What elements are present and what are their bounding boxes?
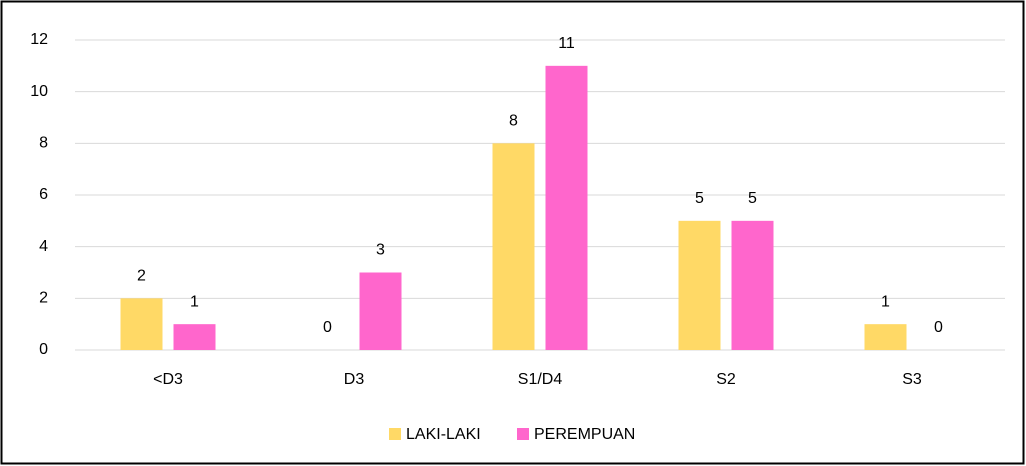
data-label: 5 [695, 190, 704, 207]
legend-label: LAKI-LAKI [406, 426, 481, 443]
x-tick-label: S2 [716, 371, 736, 388]
data-label: 8 [509, 113, 518, 130]
y-tick-label: 10 [30, 83, 48, 100]
y-tick-label: 6 [39, 186, 48, 203]
legend-swatch [517, 428, 529, 440]
bar [678, 220, 721, 350]
data-label: 0 [323, 319, 332, 336]
y-tick-label: 8 [39, 135, 48, 152]
data-label: 5 [748, 190, 757, 207]
x-tick-label: D3 [344, 371, 365, 388]
data-label: 2 [137, 268, 146, 285]
y-tick-label: 0 [39, 341, 48, 358]
data-label: 1 [881, 293, 890, 310]
bar [173, 324, 216, 350]
legend-swatch [389, 428, 401, 440]
data-label: 3 [376, 242, 385, 259]
y-tick-label: 4 [39, 238, 48, 255]
bar [545, 65, 588, 350]
bar [864, 324, 907, 350]
legend-label: PEREMPUAN [534, 426, 635, 443]
x-tick-label: S3 [902, 371, 922, 388]
bar [492, 143, 535, 350]
bar [120, 298, 163, 350]
bar [731, 220, 774, 350]
data-label: 0 [934, 319, 943, 336]
x-tick-label: S1/D4 [518, 371, 563, 388]
y-tick-label: 12 [30, 31, 48, 48]
x-tick-label: <D3 [153, 371, 183, 388]
bar [359, 272, 402, 350]
y-tick-label: 2 [39, 290, 48, 307]
data-label: 1 [190, 293, 199, 310]
data-label: 11 [558, 35, 575, 52]
